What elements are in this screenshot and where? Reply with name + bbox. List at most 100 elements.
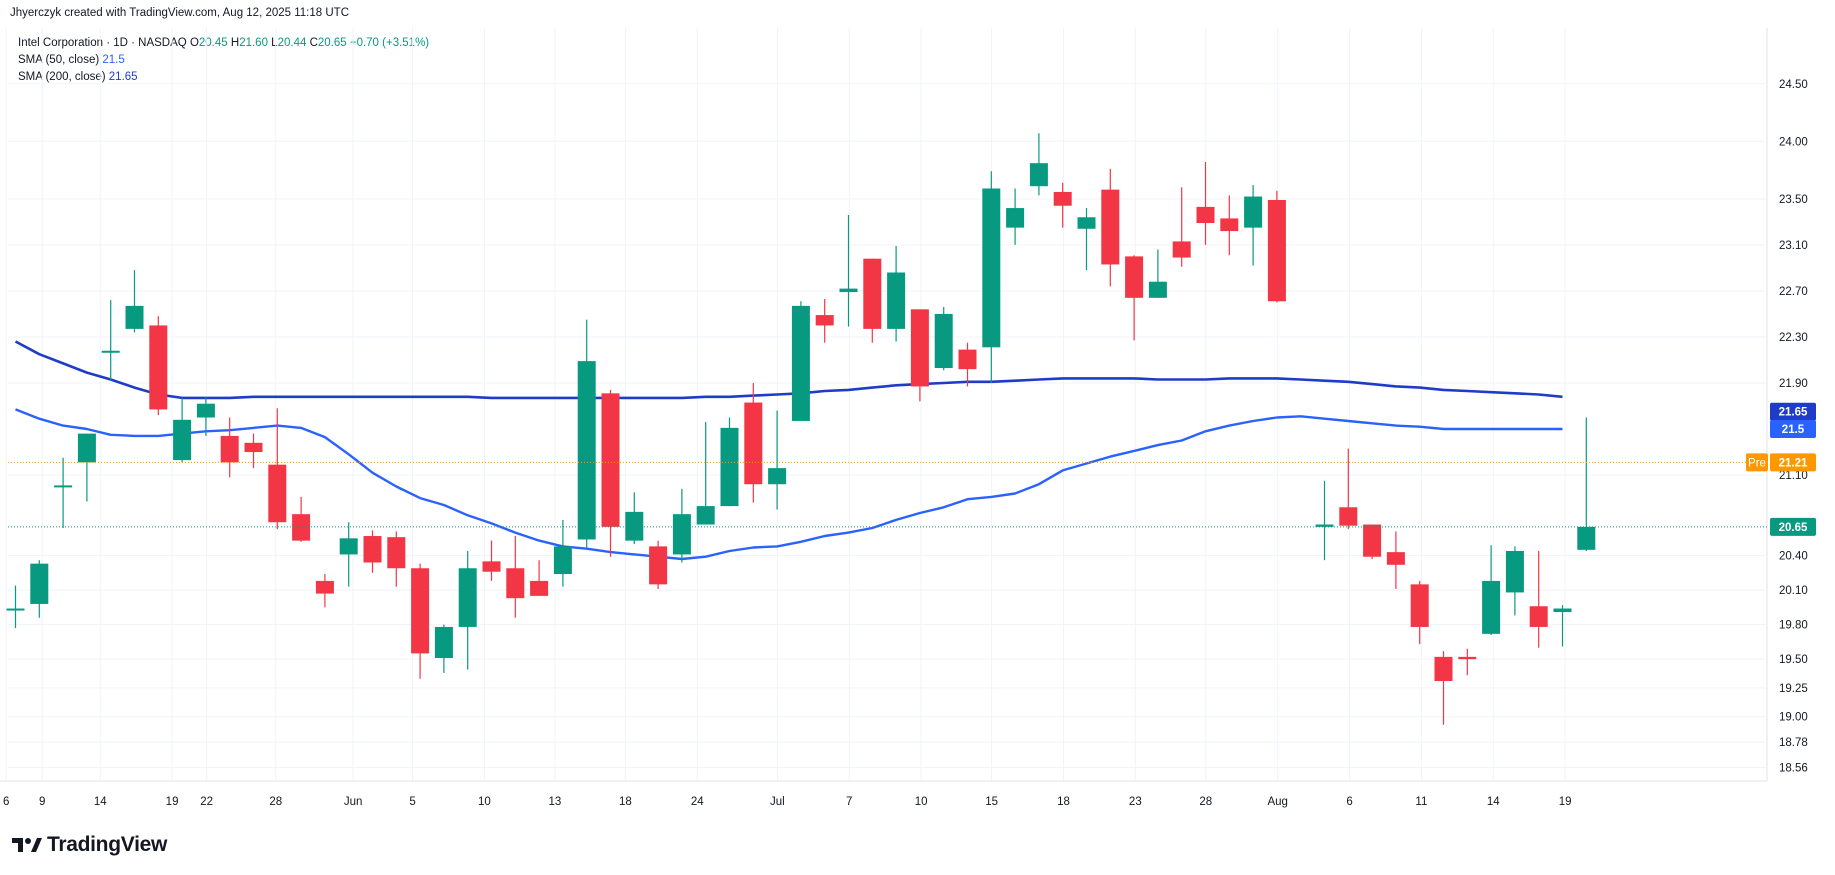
candle-body (363, 536, 382, 563)
price-tag-bg (1770, 402, 1816, 421)
candle (1101, 168, 1120, 287)
price-tag-prefix: Pre (1748, 457, 1766, 469)
candle (1029, 133, 1048, 196)
candle (30, 560, 49, 618)
candle (482, 540, 501, 581)
time-tick-label: 6 (1346, 796, 1352, 808)
candle (268, 408, 287, 530)
candle (1434, 651, 1453, 725)
sma50-value: 21.5 (102, 54, 125, 66)
candles (6, 133, 1596, 725)
price-tick-label: 21.10 (1779, 470, 1808, 482)
candle (1172, 187, 1191, 267)
candle (1458, 648, 1477, 676)
candle (173, 397, 192, 463)
candle-body (839, 288, 858, 293)
candle-body (292, 514, 311, 541)
candle (1148, 249, 1167, 298)
candle (625, 492, 644, 545)
candle (54, 457, 73, 528)
sma-line (15, 408, 1563, 561)
candle (839, 214, 858, 327)
price-tick-label: 20.10 (1779, 585, 1808, 597)
candle-body (720, 427, 739, 507)
price-tag: 21.65 (1770, 402, 1816, 421)
candle-body (601, 393, 620, 527)
candle (434, 624, 453, 673)
candle-body (339, 538, 358, 555)
candle (125, 270, 144, 333)
candle-body (1244, 196, 1263, 228)
tradingview-logo: TradingView (12, 833, 167, 857)
candle (1386, 531, 1405, 589)
time-tick-label: 22 (200, 796, 213, 808)
candle-body (1553, 608, 1572, 612)
chart-legend: Intel Corporation · 1D · NASDAQ O20.45 H… (18, 35, 429, 86)
candle-body (887, 272, 906, 329)
candle-body (387, 537, 406, 569)
candle-body (1196, 206, 1215, 224)
candle (101, 300, 120, 381)
time-tick-label: 14 (94, 796, 107, 808)
sma-line (14, 340, 1563, 400)
candle-body (910, 309, 929, 387)
candle (1482, 545, 1501, 635)
candle (1006, 188, 1025, 245)
sma200-row: SMA (200, close) 21.65 (18, 69, 429, 86)
candle (1553, 605, 1572, 647)
candle-body (815, 315, 834, 326)
candle-body (982, 188, 1001, 348)
price-tag-bg (1770, 453, 1816, 472)
candle (815, 298, 834, 343)
ohlc-row: Intel Corporation · 1D · NASDAQ O20.45 H… (18, 35, 429, 52)
sma200-value: 21.65 (108, 71, 138, 83)
candle-body (577, 361, 596, 540)
chart-attribution: Jhyerczyk created with TradingView.com, … (10, 7, 350, 19)
candle (1315, 480, 1334, 561)
time-tick-label: 7 (846, 796, 852, 808)
time-tick-label: 19 (1559, 796, 1572, 808)
candle-body (863, 258, 882, 329)
candle (672, 488, 691, 563)
change-value: +0.70 (+3.51%) (349, 37, 430, 49)
candle-body (744, 402, 763, 485)
candle (1577, 417, 1596, 551)
price-tick-label: 19.80 (1779, 620, 1808, 632)
candle (720, 417, 739, 507)
time-tick-label: 28 (269, 796, 282, 808)
time-tick-label: 24 (691, 796, 704, 808)
candle-body (482, 561, 501, 572)
candle (934, 307, 953, 371)
time-tick-label: 11 (1415, 796, 1427, 808)
candle (863, 258, 882, 343)
close-label: C (309, 37, 318, 49)
time-tick-label: Jun (344, 796, 363, 808)
candle (1410, 580, 1429, 645)
price-tick-label: 23.10 (1779, 240, 1808, 252)
open-value: 20.45 (198, 37, 228, 49)
candle-body (553, 546, 572, 575)
candle-body (101, 350, 120, 353)
candle (744, 382, 763, 503)
price-tag-label: 21.5 (1782, 424, 1805, 436)
sma200-label: SMA (200, close) (18, 71, 106, 83)
logo-text: TradingView (47, 833, 168, 856)
price-tag-label: 20.65 (1779, 522, 1808, 534)
time-tick-label: 14 (1487, 796, 1500, 808)
candle (910, 309, 929, 402)
price-tag-bg (1770, 517, 1816, 536)
candle-body (1363, 524, 1382, 557)
candle (1363, 524, 1382, 560)
candle-body (30, 563, 49, 604)
price-tick-label: 21.90 (1779, 378, 1808, 390)
price-tick-label: 23.50 (1779, 194, 1808, 206)
candle-body (458, 568, 477, 627)
candle (292, 496, 311, 542)
time-tick-label: 13 (548, 796, 561, 808)
price-tick-label: 18.56 (1779, 762, 1808, 774)
candle-body (1006, 208, 1025, 228)
symbol-label: Intel Corporation · 1D · NASDAQ (18, 37, 187, 49)
candle (458, 550, 477, 670)
candle-body (1339, 507, 1358, 526)
